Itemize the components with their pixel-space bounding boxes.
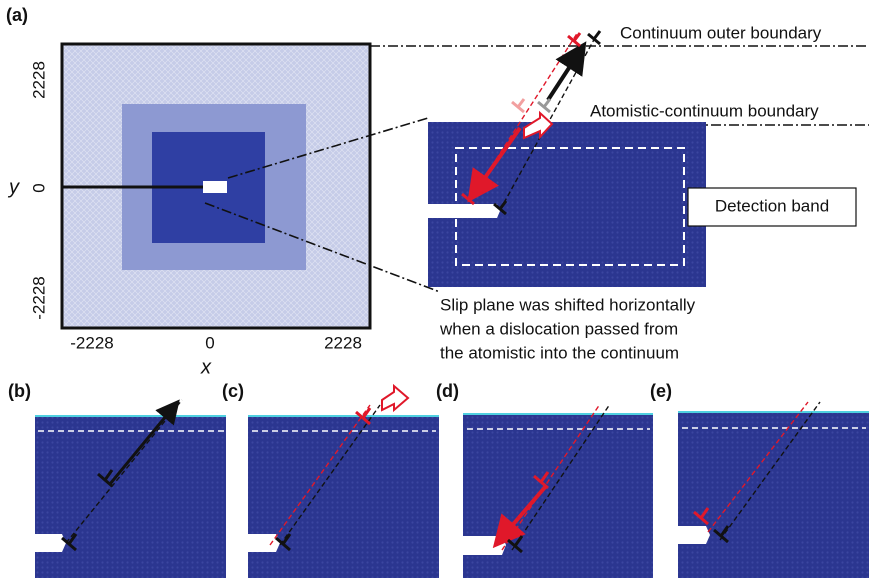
black-arrow	[548, 48, 582, 100]
panel-label: (b)	[8, 381, 31, 401]
annotation: Continuum outer boundary	[620, 23, 822, 42]
panel-e	[678, 402, 869, 578]
annotation: Detection band	[715, 196, 829, 215]
panel-b	[35, 400, 226, 578]
x-tick-label: 2228	[324, 333, 362, 352]
atomistic-region	[428, 122, 706, 287]
mesh-domain	[62, 44, 370, 328]
x-tick-label: -2228	[70, 333, 113, 352]
panel-label: (e)	[650, 381, 672, 401]
note-line: the atomistic into the continuum	[440, 343, 679, 362]
x-axis-label: x	[200, 356, 212, 378]
figure: (a) x -2228 0 2228 y 2228 0 -2228	[0, 0, 869, 578]
y-tick-label: 2228	[29, 61, 48, 99]
annotation: Atomistic-continuum boundary	[590, 101, 819, 120]
y-tick-label: 0	[29, 183, 48, 192]
x-tick-label: 0	[205, 333, 214, 352]
panel-label: (c)	[222, 381, 244, 401]
note-line: Slip plane was shifted horizontally	[440, 295, 696, 314]
panel-d	[463, 404, 653, 578]
panel-label: (d)	[436, 381, 459, 401]
y-tick-label: -2228	[29, 276, 48, 319]
panel-label: (a)	[6, 5, 28, 25]
panel-c	[248, 386, 439, 578]
note-line: when a dislocation passed from	[439, 319, 678, 338]
page: (a) x -2228 0 2228 y 2228 0 -2228	[0, 0, 869, 578]
y-axis-label: y	[7, 176, 20, 198]
